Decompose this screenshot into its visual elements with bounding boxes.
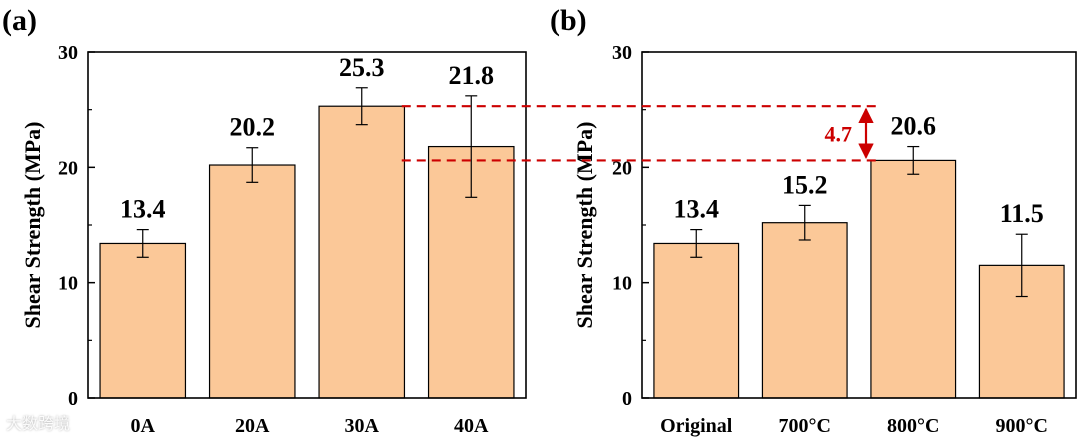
value-label: 13.4: [674, 195, 720, 224]
value-label: 21.8: [449, 61, 495, 90]
y-tick-label: 10: [612, 273, 632, 295]
y-tick-label: 30: [58, 42, 78, 64]
x-tick-label: Original: [660, 415, 733, 437]
value-label: 20.2: [230, 113, 276, 142]
panel-b: (b) Shear Strength (MPa) 13.4 Original 15.2 7…: [550, 4, 1077, 437]
bar: [761, 222, 848, 399]
value-label: 20.6: [891, 112, 937, 141]
plot-frame: [641, 51, 1077, 399]
x-tick-label: 20A: [235, 415, 270, 437]
bar: [318, 105, 406, 399]
x-tick-label: 30A: [345, 415, 380, 437]
watermark: 大数跨境: [6, 414, 71, 433]
y-tick-label: 10: [58, 273, 78, 295]
y-axis-label: Shear Strength (MPa): [572, 122, 597, 329]
difference-label: 4.7: [825, 121, 853, 146]
bar: [870, 159, 957, 399]
value-label: 13.4: [120, 195, 166, 224]
panel-label: (a): [2, 4, 37, 37]
x-tick-label: 900°C: [996, 415, 1048, 437]
bar: [99, 242, 187, 399]
panel-a: (a) Shear Strength (MPa) 13.4 0A 20.2 20A 25.3…: [2, 4, 527, 437]
y-tick-label: 20: [612, 157, 632, 179]
value-label: 15.2: [782, 170, 828, 199]
value-label: 25.3: [339, 53, 385, 82]
y-tick-label: 0: [622, 388, 632, 410]
x-tick-label: 0A: [131, 415, 156, 437]
y-tick-label: 20: [58, 157, 78, 179]
x-tick-label: 40A: [454, 415, 489, 437]
y-tick-label: 30: [612, 42, 632, 64]
x-tick-label: 800°C: [887, 415, 939, 437]
plot-frame: [87, 51, 527, 399]
bar: [208, 164, 296, 399]
y-axis-label: Shear Strength (MPa): [20, 122, 45, 329]
panel-label: (b): [550, 4, 587, 37]
x-tick-label: 700°C: [779, 415, 831, 437]
value-label: 11.5: [1000, 199, 1044, 228]
bar: [653, 242, 740, 399]
y-tick-label: 0: [68, 388, 78, 410]
annotation-layer: 4.7: [401, 105, 878, 162]
